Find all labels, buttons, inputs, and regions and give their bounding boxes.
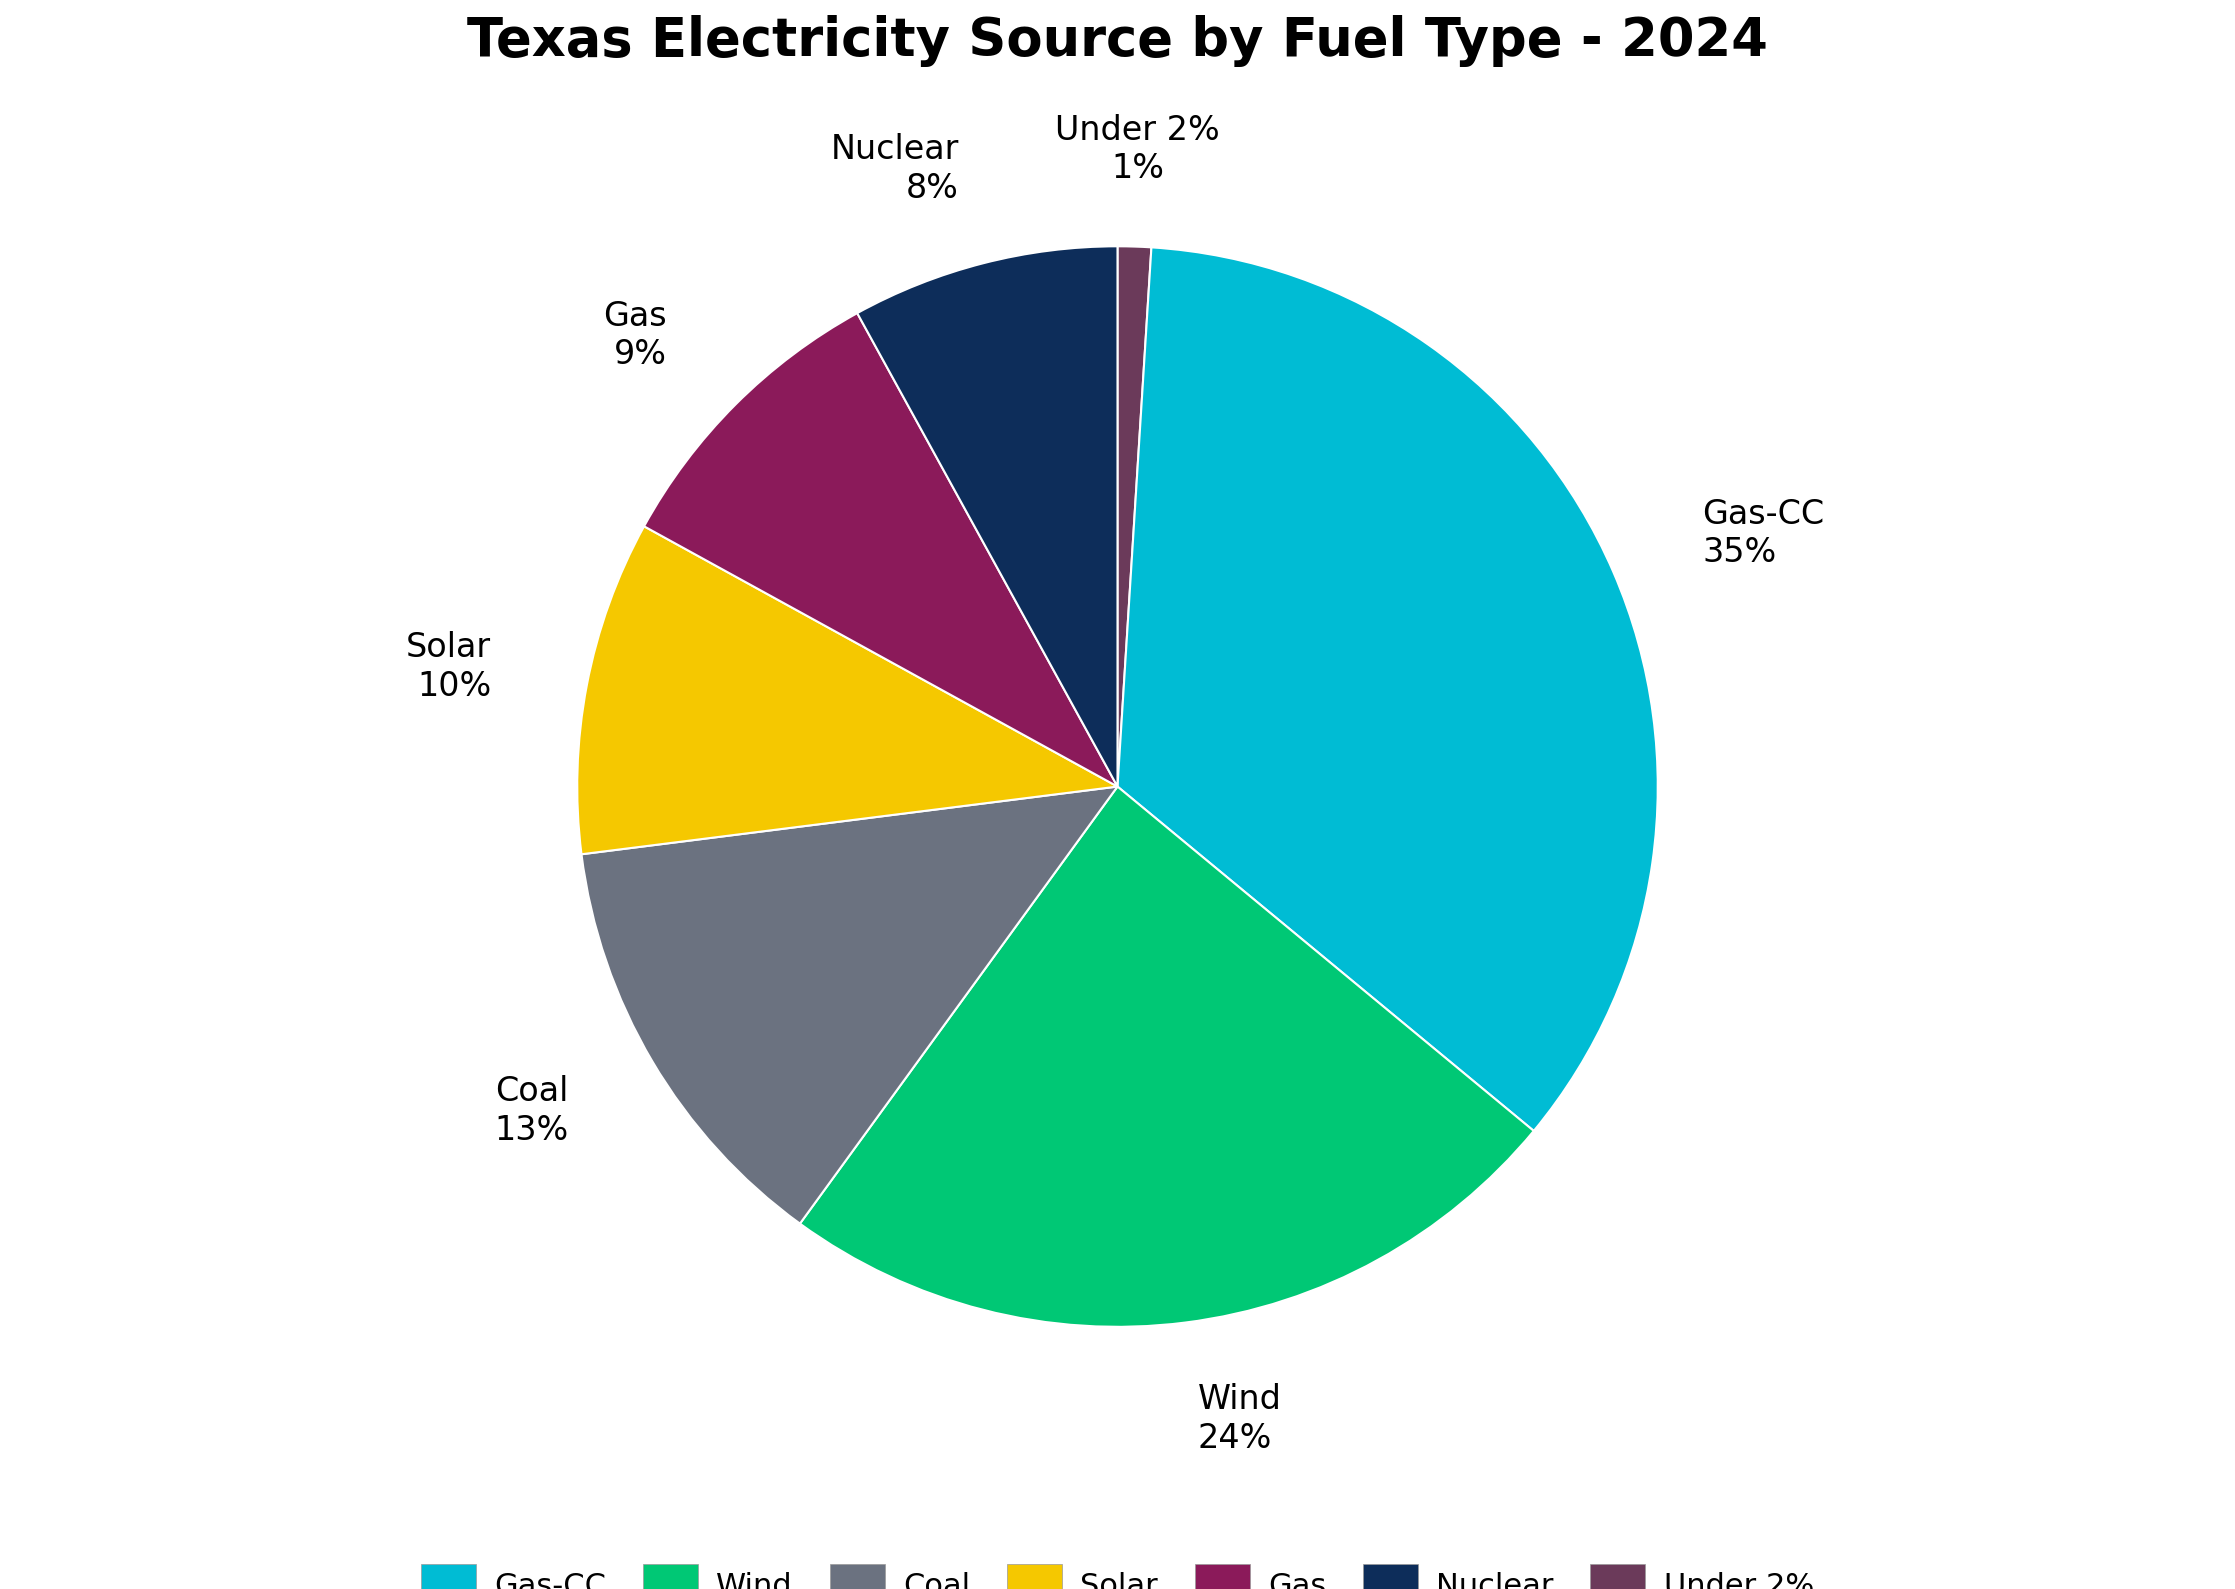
Wedge shape: [644, 313, 1118, 787]
Text: Gas
9%: Gas 9%: [603, 300, 666, 372]
Wedge shape: [1118, 248, 1658, 1131]
Wedge shape: [577, 526, 1118, 855]
Legend: Gas-CC, Wind, Coal, Solar, Gas, Nuclear, Under 2%: Gas-CC, Wind, Coal, Solar, Gas, Nuclear,…: [407, 1548, 1828, 1589]
Text: Coal
13%: Coal 13%: [494, 1076, 568, 1147]
Wedge shape: [858, 246, 1118, 787]
Text: Solar
10%: Solar 10%: [407, 631, 492, 702]
Wedge shape: [1118, 246, 1151, 787]
Text: Gas-CC
35%: Gas-CC 35%: [1703, 497, 1824, 569]
Wedge shape: [581, 787, 1118, 1224]
Wedge shape: [800, 787, 1533, 1327]
Text: Nuclear
8%: Nuclear 8%: [831, 133, 959, 205]
Text: Wind
24%: Wind 24%: [1198, 1384, 1281, 1454]
Title: Texas Electricity Source by Fuel Type - 2024: Texas Electricity Source by Fuel Type - …: [467, 14, 1768, 67]
Text: Under 2%
1%: Under 2% 1%: [1055, 114, 1220, 184]
